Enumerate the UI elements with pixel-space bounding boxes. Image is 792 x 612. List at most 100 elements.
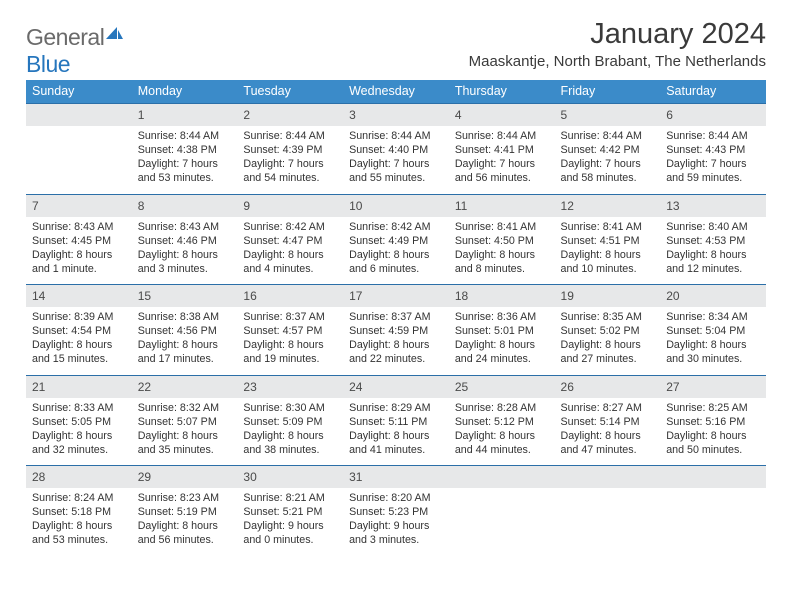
daylight-line: Daylight: 7 hours and 53 minutes. [138,157,232,185]
day-number-cell: 31 [343,466,449,489]
day-detail-cell: Sunrise: 8:35 AMSunset: 5:02 PMDaylight:… [555,307,661,375]
day-number-cell: 22 [132,375,238,398]
daylight-line: Daylight: 8 hours and 56 minutes. [138,519,232,547]
sunrise-line: Sunrise: 8:42 AM [243,220,337,234]
daylight-line: Daylight: 8 hours and 10 minutes. [561,248,655,276]
day-number-cell: 1 [132,104,238,127]
day-number-row: 78910111213 [26,194,766,217]
sunset-line: Sunset: 4:40 PM [349,143,443,157]
daylight-line: Daylight: 8 hours and 41 minutes. [349,429,443,457]
day-detail-cell: Sunrise: 8:28 AMSunset: 5:12 PMDaylight:… [449,398,555,466]
day-number-cell: 12 [555,194,661,217]
calendar-header-row: SundayMondayTuesdayWednesdayThursdayFrid… [26,80,766,104]
location-subtitle: Maaskantje, North Brabant, The Netherlan… [469,53,766,70]
sunset-line: Sunset: 5:01 PM [455,324,549,338]
day-detail-cell: Sunrise: 8:32 AMSunset: 5:07 PMDaylight:… [132,398,238,466]
sunrise-line: Sunrise: 8:38 AM [138,310,232,324]
day-number: 22 [138,380,151,394]
day-detail-cell [555,488,661,556]
sunrise-line: Sunrise: 8:24 AM [32,491,126,505]
day-number: 17 [349,289,362,303]
sunrise-line: Sunrise: 8:29 AM [349,401,443,415]
day-number-cell: 21 [26,375,132,398]
sunset-line: Sunset: 4:57 PM [243,324,337,338]
day-detail-cell: Sunrise: 8:44 AMSunset: 4:41 PMDaylight:… [449,126,555,194]
sunrise-line: Sunrise: 8:43 AM [32,220,126,234]
day-detail-cell: Sunrise: 8:30 AMSunset: 5:09 PMDaylight:… [237,398,343,466]
day-number: 5 [561,108,568,122]
sunrise-line: Sunrise: 8:41 AM [561,220,655,234]
daylight-line: Daylight: 7 hours and 58 minutes. [561,157,655,185]
day-number-cell: 13 [660,194,766,217]
logo-sail-icon [104,20,124,46]
day-number-cell: 14 [26,285,132,308]
day-number-cell [660,466,766,489]
day-detail-cell [26,126,132,194]
day-number-cell: 24 [343,375,449,398]
day-number: 23 [243,380,256,394]
day-number-row: 123456 [26,104,766,127]
day-number: 27 [666,380,679,394]
day-number: 11 [455,199,467,213]
day-number-cell: 17 [343,285,449,308]
daylight-line: Daylight: 8 hours and 35 minutes. [138,429,232,457]
sunset-line: Sunset: 5:21 PM [243,505,337,519]
day-detail-cell: Sunrise: 8:44 AMSunset: 4:42 PMDaylight:… [555,126,661,194]
day-detail-cell: Sunrise: 8:37 AMSunset: 4:57 PMDaylight:… [237,307,343,375]
day-detail-cell: Sunrise: 8:21 AMSunset: 5:21 PMDaylight:… [237,488,343,556]
day-detail-cell [660,488,766,556]
day-number-cell: 4 [449,104,555,127]
day-number-cell: 6 [660,104,766,127]
day-detail-cell: Sunrise: 8:29 AMSunset: 5:11 PMDaylight:… [343,398,449,466]
sunrise-line: Sunrise: 8:43 AM [138,220,232,234]
day-number: 16 [243,289,256,303]
daylight-line: Daylight: 8 hours and 22 minutes. [349,338,443,366]
weekday-header: Sunday [26,80,132,104]
sunrise-line: Sunrise: 8:36 AM [455,310,549,324]
sunset-line: Sunset: 4:46 PM [138,234,232,248]
day-number: 8 [138,199,145,213]
daylight-line: Daylight: 7 hours and 56 minutes. [455,157,549,185]
day-number-cell: 9 [237,194,343,217]
daylight-line: Daylight: 8 hours and 3 minutes. [138,248,232,276]
daylight-line: Daylight: 8 hours and 6 minutes. [349,248,443,276]
sunset-line: Sunset: 4:51 PM [561,234,655,248]
day-detail-row: Sunrise: 8:24 AMSunset: 5:18 PMDaylight:… [26,488,766,556]
sunset-line: Sunset: 5:04 PM [666,324,760,338]
sunrise-line: Sunrise: 8:44 AM [666,129,760,143]
day-detail-cell: Sunrise: 8:23 AMSunset: 5:19 PMDaylight:… [132,488,238,556]
day-number-row: 21222324252627 [26,375,766,398]
day-detail-row: Sunrise: 8:39 AMSunset: 4:54 PMDaylight:… [26,307,766,375]
sunset-line: Sunset: 4:39 PM [243,143,337,157]
day-number-cell: 30 [237,466,343,489]
day-detail-cell: Sunrise: 8:33 AMSunset: 5:05 PMDaylight:… [26,398,132,466]
day-number: 24 [349,380,362,394]
daylight-line: Daylight: 8 hours and 8 minutes. [455,248,549,276]
day-detail-cell: Sunrise: 8:44 AMSunset: 4:40 PMDaylight:… [343,126,449,194]
day-number: 6 [666,108,673,122]
daylight-line: Daylight: 8 hours and 27 minutes. [561,338,655,366]
day-number-cell: 23 [237,375,343,398]
day-detail-cell: Sunrise: 8:42 AMSunset: 4:47 PMDaylight:… [237,217,343,285]
day-number: 9 [243,199,250,213]
day-number: 31 [349,470,362,484]
day-number-cell: 7 [26,194,132,217]
day-detail-cell: Sunrise: 8:42 AMSunset: 4:49 PMDaylight:… [343,217,449,285]
day-detail-cell: Sunrise: 8:40 AMSunset: 4:53 PMDaylight:… [660,217,766,285]
sunset-line: Sunset: 5:05 PM [32,415,126,429]
sunset-line: Sunset: 4:47 PM [243,234,337,248]
daylight-line: Daylight: 8 hours and 17 minutes. [138,338,232,366]
day-number: 18 [455,289,468,303]
daylight-line: Daylight: 8 hours and 32 minutes. [32,429,126,457]
day-detail-cell: Sunrise: 8:27 AMSunset: 5:14 PMDaylight:… [555,398,661,466]
sunrise-line: Sunrise: 8:44 AM [561,129,655,143]
day-number-cell: 2 [237,104,343,127]
calendar-page: GeneralBlue January 2024 Maaskantje, Nor… [0,0,792,556]
daylight-line: Daylight: 9 hours and 3 minutes. [349,519,443,547]
logo: GeneralBlue [26,18,124,78]
day-number-row: 14151617181920 [26,285,766,308]
weekday-header: Friday [555,80,661,104]
day-number: 4 [455,108,462,122]
daylight-line: Daylight: 7 hours and 55 minutes. [349,157,443,185]
day-number-cell: 15 [132,285,238,308]
